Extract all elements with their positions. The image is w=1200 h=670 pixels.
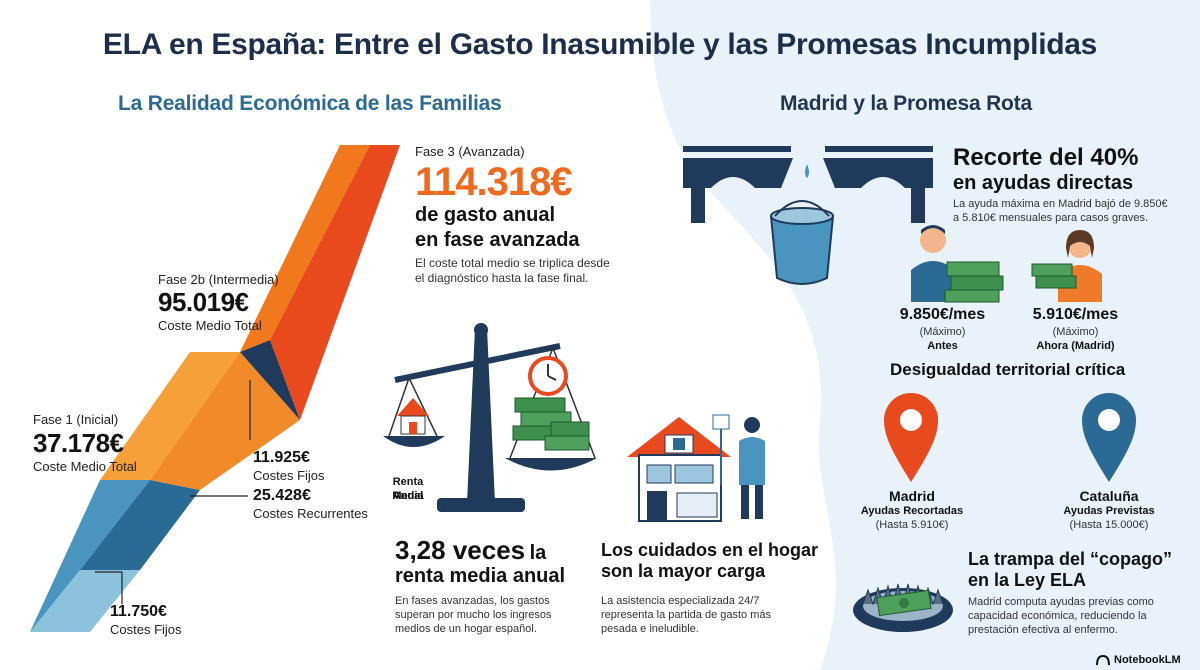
trap-line1: La trampa del “copago” <box>968 549 1173 569</box>
ratio-value: 3,28 veces <box>395 535 526 565</box>
care-desc-line1: La asistencia especializada 24/7 <box>601 595 760 607</box>
before-caption: Antes <box>927 340 958 352</box>
recurrent-costs-caption: Costes Recurrentes <box>253 506 368 521</box>
care-desc-line3: pesada e ineludible. <box>601 623 699 635</box>
before-note: (Máximo) <box>919 326 966 338</box>
cataluna-line: Ayudas Previstas <box>1063 505 1155 517</box>
phase3-desc-line2: el diagnóstico hasta la fase final. <box>415 271 589 285</box>
phase3-line1: de gasto anual <box>415 204 556 226</box>
cut-desc-line1: La ayuda máxima en Madrid bajó de 9.850€ <box>953 198 1168 210</box>
fixed-costs-small-value: 11.750€ <box>110 603 167 620</box>
trap-desc-line2: capacidad económica, reduciendo la <box>968 610 1147 622</box>
madrid-pin-icon <box>884 393 938 482</box>
after-note: (Máximo) <box>1052 326 1099 338</box>
person-money-before-icon <box>911 225 1004 303</box>
cut-line2: en ayudas directas <box>953 172 1134 194</box>
ratio-suffix: la <box>529 542 547 564</box>
phase3-value: 114.318€ <box>415 160 573 204</box>
scale-label-line2: Anual <box>392 490 424 502</box>
trap-desc-line1: Madrid computa ayudas previas como <box>968 596 1154 608</box>
fixed-costs-mid-value: 11.925€ <box>253 449 310 466</box>
scale-label-line1: Renta Media <box>392 476 424 503</box>
notebooklm-logo-icon <box>1096 654 1110 666</box>
ratio-desc-line1: En fases avanzadas, los gastos <box>395 595 550 607</box>
cataluna-pin-icon <box>1082 393 1136 482</box>
ratio-desc-line2: superan por mucho los ingresos <box>395 609 552 621</box>
fixed-costs-mid-caption: Costes Fijos <box>253 468 325 483</box>
phase1-caption: Coste Medio Total <box>33 459 137 474</box>
ratio-desc-line3: medios de un hogar español. <box>395 623 537 635</box>
page-title: ELA en España: Entre el Gasto Inasumible… <box>102 28 1098 61</box>
after-value: 5.910€/mes <box>1032 306 1119 323</box>
fixed-costs-small-caption: Costes Fijos <box>110 622 182 637</box>
ratio-line2: renta media anual <box>395 565 566 587</box>
phase2b-caption: Coste Medio Total <box>158 318 262 333</box>
person-money-after-icon <box>1031 230 1102 302</box>
inequality-heading: Desigualdad territorial crítica <box>890 360 1126 379</box>
phase3-line2: en fase avanzada <box>415 229 580 251</box>
recurrent-costs-value: 25.428€ <box>253 487 311 504</box>
trap-line2: en la Ley ELA <box>968 570 1087 590</box>
after-caption: Ahora (Madrid) <box>1036 340 1115 352</box>
phase2b-label: Fase 2b (Intermedia) <box>158 272 279 287</box>
phase2b-value: 95.019€ <box>158 287 249 317</box>
home-care-icon <box>627 414 765 522</box>
balance-scale-icon <box>383 323 597 512</box>
phase1-value: 37.178€ <box>33 428 124 458</box>
phase1-label: Fase 1 (Inicial) <box>33 412 119 427</box>
before-value: 9.850€/mes <box>899 306 986 323</box>
madrid-name: Madrid <box>889 488 935 504</box>
money-trap-icon <box>853 583 953 632</box>
cataluna-note: (Hasta 15.000€) <box>1069 519 1149 531</box>
care-desc-line2: representa la partida de gasto más <box>601 609 771 621</box>
broken-bridge-icon <box>683 146 933 285</box>
cut-desc-line2: a 5.810€ mensuales para casos graves. <box>953 212 1149 224</box>
madrid-line: Ayudas Recortadas <box>860 505 964 517</box>
right-section-heading: Madrid y la Promesa Rota <box>780 92 1032 115</box>
cut-line1: Recorte del 40% <box>953 144 1139 171</box>
brand-label: NotebookLM <box>1114 654 1181 666</box>
madrid-note: (Hasta 5.910€) <box>875 519 949 531</box>
phase3-label: Fase 3 (Avanzada) <box>415 144 525 159</box>
cataluna-name: Cataluña <box>1079 488 1139 504</box>
left-section-heading: La Realidad Económica de las Familias <box>118 92 502 115</box>
phase3-desc-line1: El coste total medio se triplica desde <box>415 256 610 270</box>
care-line1: Los cuidados en el hogar <box>601 540 819 560</box>
care-line2: son la mayor carga <box>601 561 766 581</box>
trap-desc-line3: prestación efectiva al enfermo. <box>968 624 1118 636</box>
